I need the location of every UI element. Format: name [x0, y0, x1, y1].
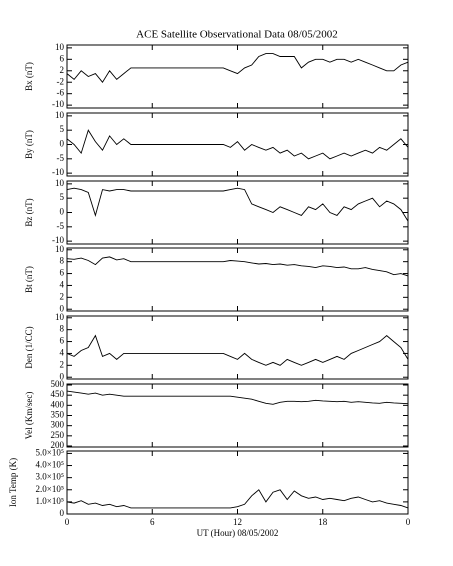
y-tick-label: 450: [51, 389, 65, 399]
y-tick-label: 400: [51, 399, 65, 409]
x-tick-label: 12: [233, 517, 242, 527]
y-tick-label: 4: [60, 348, 65, 358]
y-tick-label: -5: [57, 153, 65, 163]
plot-frame: [66, 44, 409, 109]
y-tick-label: -6: [57, 88, 65, 98]
y-tick-label: 6: [60, 268, 65, 278]
y-tick-label: 500: [51, 379, 65, 389]
y-tick-label: 300: [51, 420, 65, 430]
x-tick-label: 6: [150, 517, 155, 527]
y-tick-label: -10: [52, 167, 64, 177]
y-tick-label: 10: [55, 178, 65, 188]
plot-frame: [66, 247, 409, 312]
y-axis-label: Bt (nT): [24, 266, 34, 293]
y-tick-label: 0: [60, 139, 65, 149]
y-tick-label: 8: [60, 324, 65, 334]
y-tick-label: 5.0×10⁵: [36, 447, 64, 457]
y-tick-label: 4: [60, 280, 65, 290]
y-axis-label: Vel (Km/sec): [24, 392, 34, 440]
plot-frame: [66, 180, 409, 245]
y-tick-label: -10: [52, 235, 64, 245]
y-tick-label: 0: [60, 303, 65, 313]
y-tick-label: 4.0×10⁵: [36, 460, 64, 470]
y-tick-label: 2: [60, 359, 65, 369]
y-axis-label: Ion Temp (K): [8, 458, 18, 507]
data-line: [66, 53, 409, 83]
y-tick-label: -2: [57, 76, 65, 86]
y-tick-label: 0: [60, 371, 65, 381]
y-tick-label: 5: [60, 124, 65, 134]
y-tick-label: 2.0×10⁵: [36, 484, 64, 494]
data-line: [66, 489, 409, 509]
x-tick-label: 0: [406, 517, 411, 527]
y-tick-label: 10: [55, 244, 65, 254]
y-tick-label: 8: [60, 256, 65, 266]
y-tick-label: 6: [60, 336, 65, 346]
y-tick-label: 1.0×10⁵: [36, 496, 64, 506]
y-tick-label: 250: [51, 430, 65, 440]
y-tick-label: -10: [52, 99, 64, 109]
y-axis-label: Bz (nT): [24, 198, 34, 226]
data-line: [66, 129, 409, 160]
y-tick-label: 2: [60, 291, 65, 301]
y-tick-label: 350: [51, 410, 65, 420]
x-axis-label: UT (Hour) 08/05/2002: [197, 528, 279, 538]
y-axis-label: Bx (nT): [24, 62, 34, 91]
plot-frame: [66, 112, 409, 177]
data-line: [66, 187, 409, 222]
plot-frame: [66, 450, 409, 515]
data-line: [66, 334, 409, 366]
y-axis-label: By (nT): [24, 130, 34, 159]
y-tick-label: 10: [55, 110, 65, 120]
y-tick-label: 10: [55, 42, 65, 52]
y-tick-label: -5: [57, 221, 65, 231]
y-tick-label: 3.0×10⁵: [36, 472, 64, 482]
plot-frame: [66, 383, 409, 448]
data-line: [66, 256, 409, 277]
y-tick-label: 10: [55, 312, 65, 322]
y-tick-label: 6: [60, 53, 65, 63]
y-tick-label: 0: [60, 508, 65, 518]
y-tick-label: 200: [51, 440, 65, 450]
y-axis-label: Den (1/CC): [24, 326, 34, 368]
y-tick-label: 5: [60, 192, 65, 202]
y-tick-label: 0: [60, 207, 65, 217]
x-tick-label: 18: [318, 517, 328, 527]
chart-title: ACE Satellite Observational Data 08/05/2…: [136, 29, 338, 41]
data-line: [66, 390, 409, 405]
x-tick-label: 0: [65, 517, 70, 527]
plot-frame: [66, 315, 409, 380]
y-tick-label: 2: [60, 65, 65, 75]
